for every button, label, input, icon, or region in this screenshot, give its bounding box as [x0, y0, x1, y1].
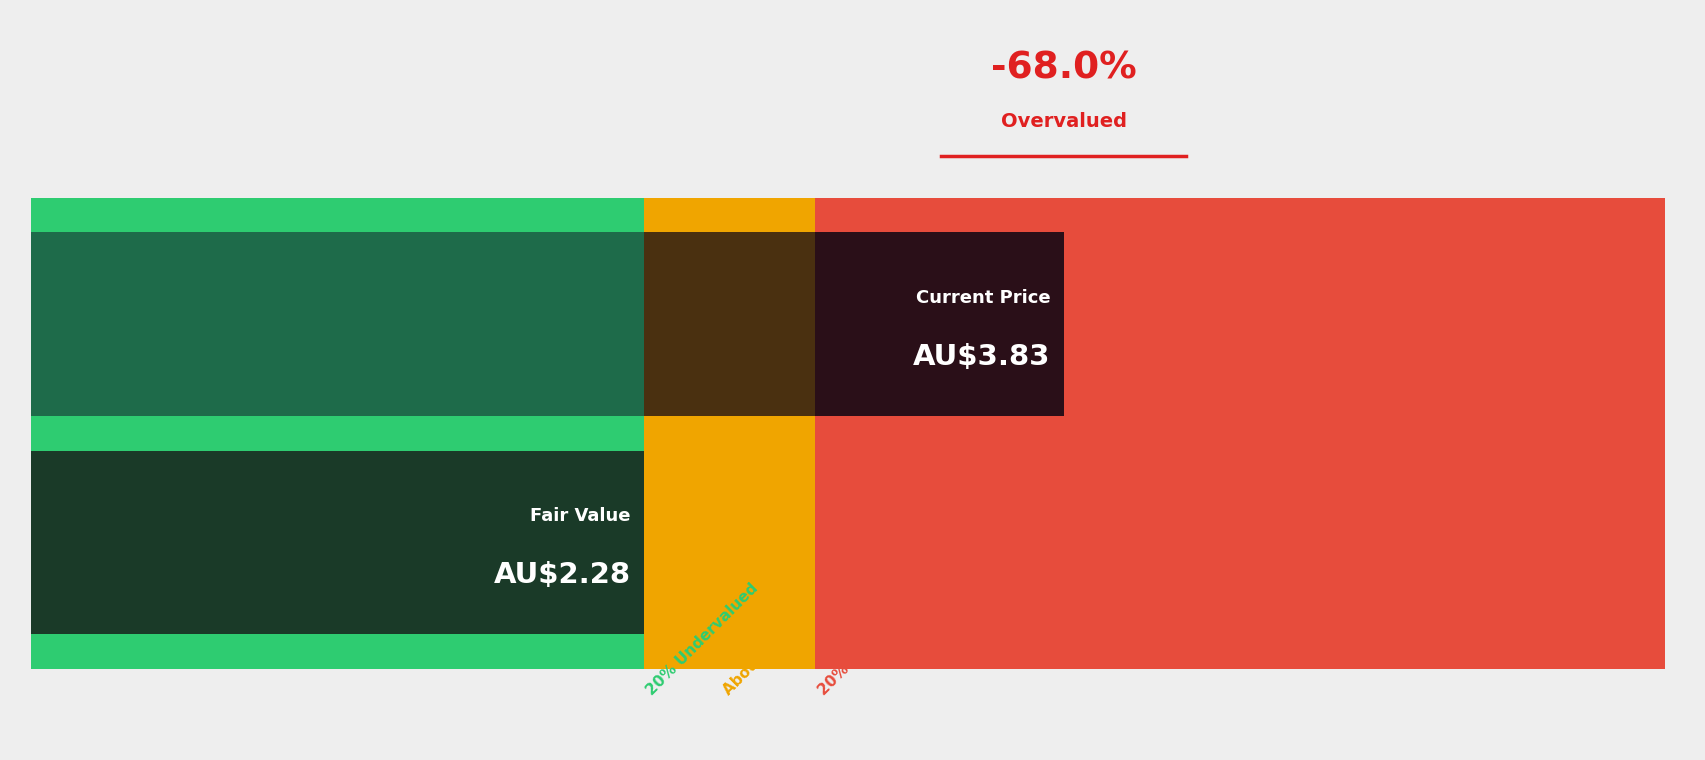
Text: About Right: About Right: [721, 616, 803, 698]
Text: Overvalued: Overvalued: [1001, 112, 1125, 131]
Text: 20% Undervalued: 20% Undervalued: [643, 581, 760, 698]
Bar: [643, 451, 815, 634]
Bar: [643, 198, 815, 233]
Text: Current Price: Current Price: [916, 289, 1050, 307]
Bar: [643, 416, 815, 451]
Bar: [31, 198, 643, 233]
Bar: [31, 451, 643, 634]
Bar: [643, 233, 815, 416]
Text: AU$3.83: AU$3.83: [912, 343, 1050, 371]
Text: AU$2.28: AU$2.28: [493, 562, 631, 589]
Text: 20% Overvalued: 20% Overvalued: [815, 588, 924, 698]
Bar: [31, 634, 643, 669]
Bar: [815, 198, 1664, 233]
Text: Fair Value: Fair Value: [530, 508, 631, 525]
Bar: [815, 634, 1664, 669]
Bar: [31, 233, 643, 416]
Bar: [31, 451, 643, 634]
Bar: [815, 233, 1664, 416]
Text: -68.0%: -68.0%: [991, 50, 1136, 87]
Bar: [815, 233, 1062, 416]
Bar: [815, 451, 1664, 634]
Bar: [643, 233, 815, 416]
Bar: [815, 416, 1664, 451]
Bar: [31, 416, 643, 451]
Bar: [643, 634, 815, 669]
